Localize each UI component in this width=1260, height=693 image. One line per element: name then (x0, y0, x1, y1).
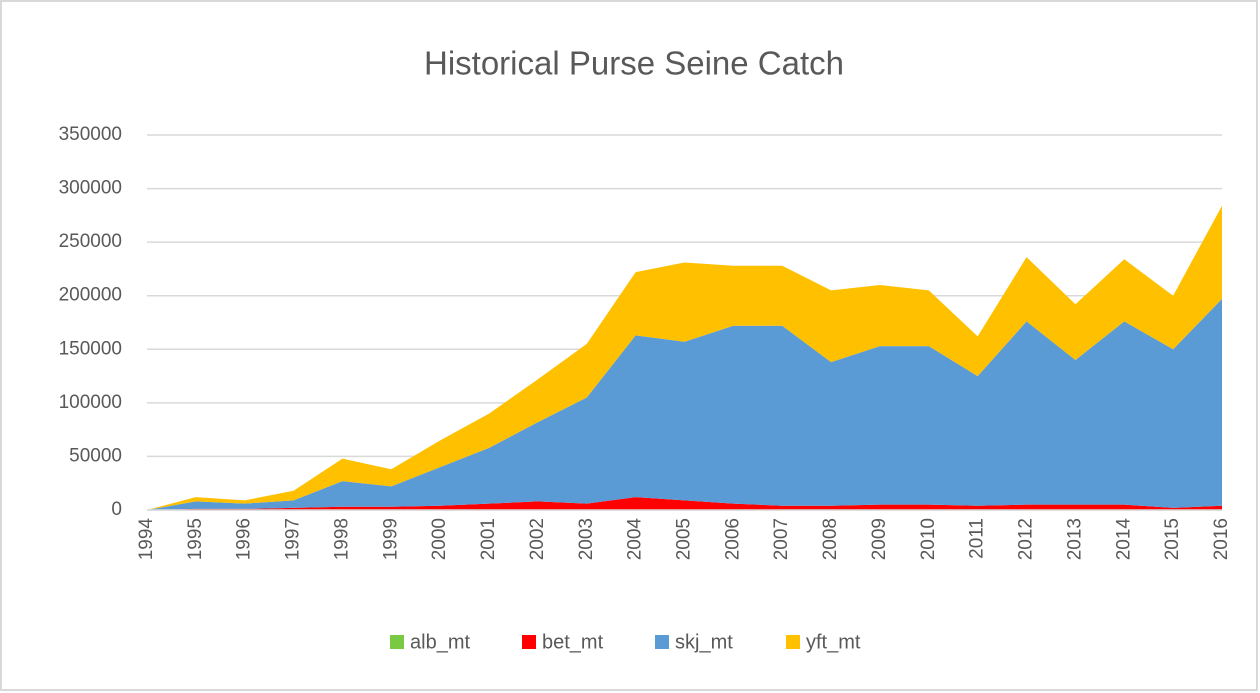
x-tick-label: 2002 (527, 518, 548, 560)
x-tick-label: 2009 (869, 518, 890, 560)
legend-label: yft_mt (806, 631, 861, 653)
x-tick-label: 1997 (283, 518, 304, 560)
x-tick-label: 1999 (380, 518, 401, 560)
x-tick-label: 2004 (625, 518, 646, 561)
x-tick-label: 1996 (234, 518, 255, 560)
legend-label: skj_mt (675, 631, 733, 653)
x-tick-label: 2013 (1064, 518, 1085, 560)
x-tick-label: 2008 (820, 518, 841, 560)
area (147, 298, 1222, 510)
y-tick-label: 0 (111, 499, 122, 520)
y-tick-label: 300000 (59, 178, 122, 199)
y-tick-label: 350000 (59, 124, 122, 145)
x-tick-label: 2010 (918, 518, 939, 560)
x-tick-label: 2003 (576, 518, 597, 560)
x-tick-label: 1995 (185, 518, 206, 560)
chart-title: Historical Purse Seine Catch (424, 45, 844, 82)
x-tick-label: 2000 (429, 518, 450, 560)
x-tick-label: 2001 (478, 518, 499, 560)
x-tick-label: 2014 (1113, 518, 1134, 561)
legend-label: bet_mt (542, 631, 604, 653)
x-tick-label: 2015 (1162, 518, 1183, 560)
x-tick-label: 2007 (771, 518, 792, 560)
legend-swatch (522, 635, 536, 649)
x-tick-label: 2012 (1016, 518, 1037, 560)
legend-swatch (786, 635, 800, 649)
area (147, 205, 1222, 510)
y-tick-label: 100000 (59, 392, 122, 413)
legend-swatch (390, 635, 404, 649)
x-tick-label: 2006 (722, 518, 743, 560)
y-tick-label: 250000 (59, 231, 122, 252)
x-tick-label: 2011 (967, 518, 988, 559)
legend-label: alb_mt (410, 631, 470, 653)
y-tick-label: 150000 (59, 338, 122, 359)
x-tick-label: 1998 (331, 518, 352, 560)
area (147, 497, 1222, 510)
legend-swatch (655, 635, 669, 649)
x-tick-label: 2016 (1211, 518, 1232, 560)
y-tick-label: 200000 (59, 285, 122, 306)
x-tick-label: 2005 (674, 518, 695, 560)
y-tick-label: 50000 (69, 445, 122, 466)
x-tick-label: 1994 (136, 518, 157, 561)
